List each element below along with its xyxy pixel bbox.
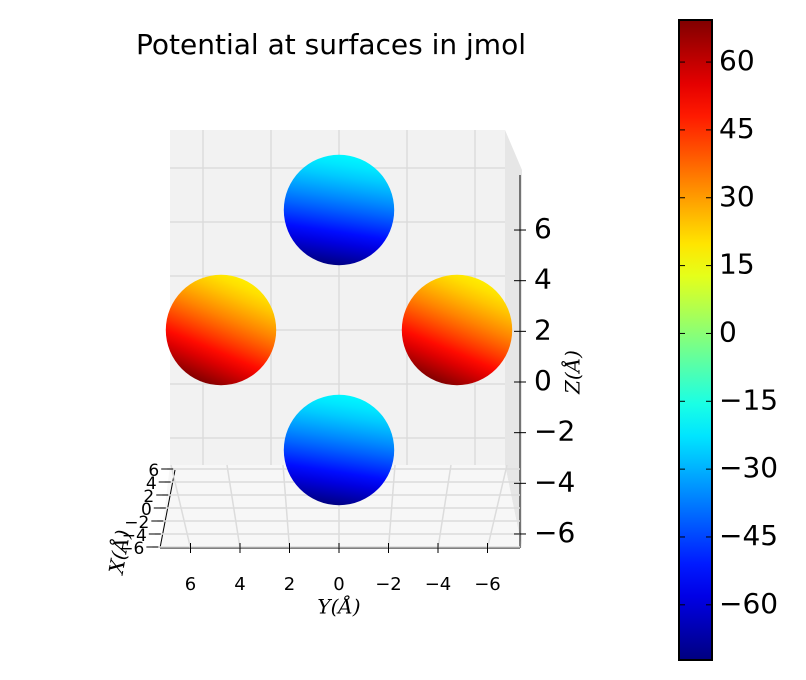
z-tick-label: −6 bbox=[534, 516, 575, 549]
x-tick-label: −4 bbox=[122, 526, 147, 546]
x-tick-label: 4 bbox=[146, 474, 157, 494]
y-tick-label: 2 bbox=[284, 574, 295, 595]
y-tick-label: 0 bbox=[333, 574, 344, 595]
colorbar-tick-label: 60 bbox=[719, 44, 755, 77]
z-tick-label: 6 bbox=[534, 212, 552, 245]
z-tick-label: −4 bbox=[534, 465, 575, 498]
z-tick-label: 4 bbox=[534, 263, 552, 296]
x-axis bbox=[159, 469, 176, 549]
z-axis-label: Z(Å) bbox=[560, 350, 585, 395]
colorbar-tick-label: −15 bbox=[719, 383, 778, 416]
colorbar-tick-label: −30 bbox=[719, 451, 778, 484]
colorbar-tick-label: −60 bbox=[719, 587, 778, 620]
x-tick-label: 0 bbox=[141, 500, 152, 520]
sphere bbox=[283, 394, 395, 506]
colorbar-tick-label: 45 bbox=[719, 112, 755, 145]
z-tick-label: 2 bbox=[534, 313, 552, 346]
y-tick-label: 6 bbox=[185, 574, 196, 595]
x-tick-label: −2 bbox=[124, 513, 149, 533]
x-tick-label: 6 bbox=[148, 461, 159, 481]
x-tick-label: −6 bbox=[119, 539, 144, 559]
colorbar-tick-label: 30 bbox=[719, 180, 755, 213]
floor-pane bbox=[160, 465, 522, 548]
z-tick-label: 0 bbox=[534, 364, 552, 397]
x-tick-label: 2 bbox=[143, 487, 154, 507]
colorbar-tick-label: 0 bbox=[719, 315, 737, 348]
y-tick-label: −4 bbox=[425, 574, 452, 595]
plot-area bbox=[152, 130, 520, 549]
y-tick-label: −2 bbox=[375, 574, 402, 595]
colorbar bbox=[678, 19, 713, 661]
y-tick-label: 4 bbox=[234, 574, 245, 595]
y-tick-label: −6 bbox=[474, 574, 501, 595]
sphere bbox=[401, 274, 513, 386]
side-pane bbox=[505, 130, 522, 548]
chart-title: Potential at surfaces in jmol bbox=[136, 28, 526, 61]
sphere bbox=[165, 274, 277, 386]
sphere bbox=[283, 154, 395, 266]
z-tick-label: −2 bbox=[534, 415, 575, 448]
colorbar-tick-label: −45 bbox=[719, 519, 778, 552]
colorbar-tick-label: 15 bbox=[719, 248, 755, 281]
back-pane bbox=[170, 130, 505, 465]
y-axis-label: Y(Å) bbox=[317, 594, 360, 619]
